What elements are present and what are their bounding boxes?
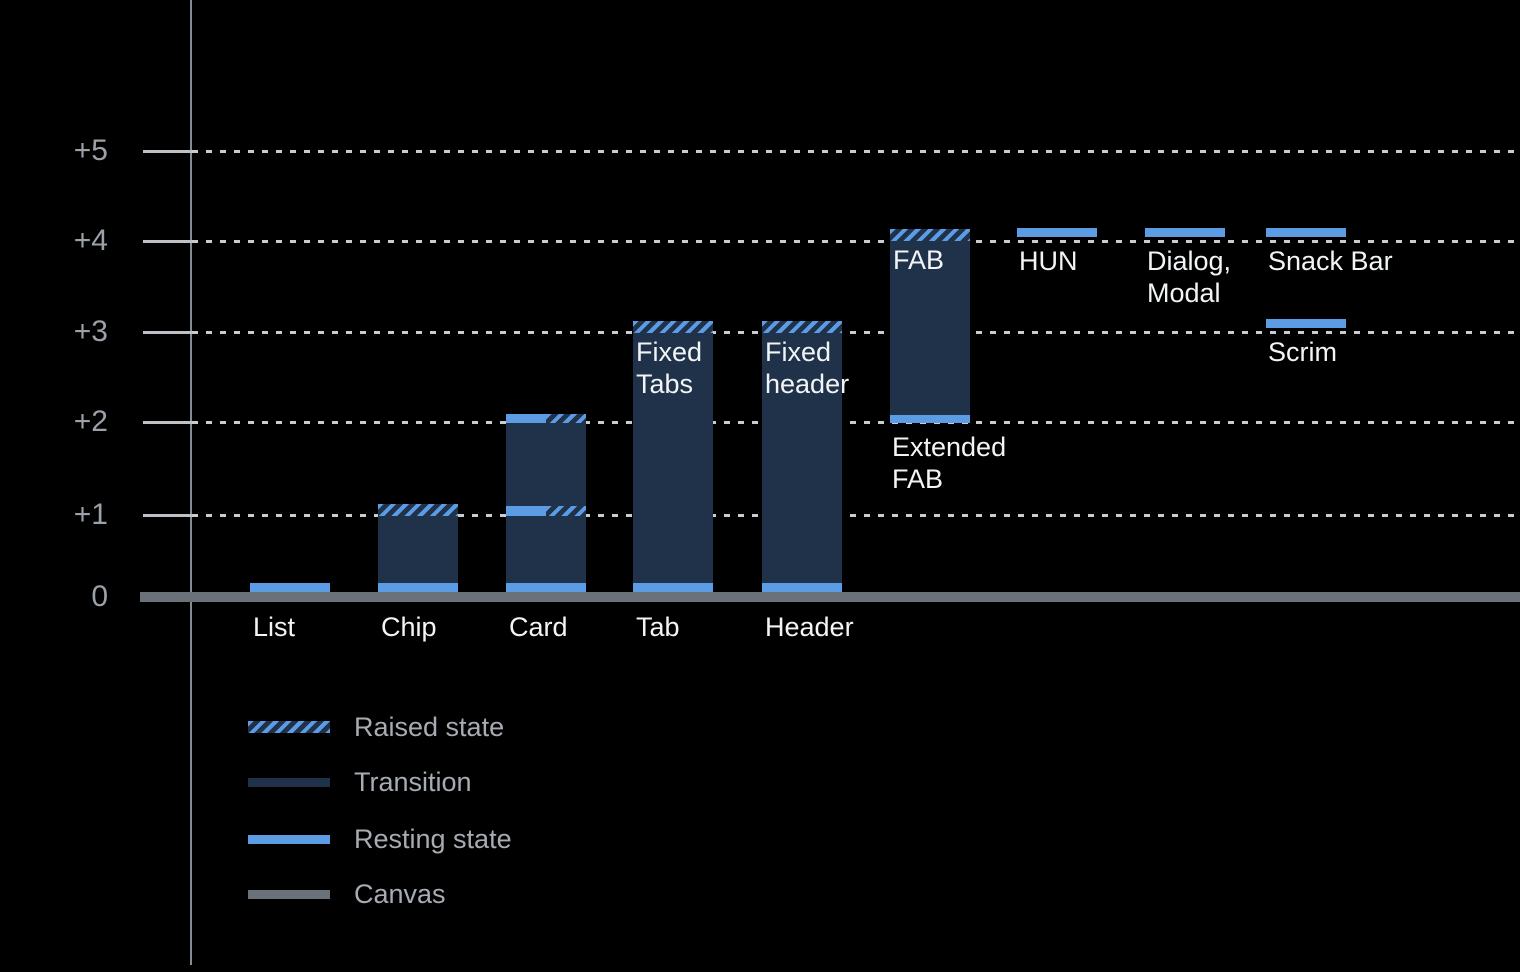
legend-swatch-raised [248, 721, 330, 733]
under-label-hun: HUN [1019, 245, 1078, 276]
tick-plus5 [143, 150, 192, 153]
legend-swatch-transition [248, 777, 330, 787]
under-label-dialog-modal: Dialog, Modal [1147, 245, 1232, 308]
under-label-scrim: Scrim [1268, 337, 1337, 368]
y-tick-label-0: 0 [91, 580, 108, 613]
legend-label-canvas: Canvas [354, 879, 446, 909]
bar-segment-transition-header [762, 332, 842, 583]
bar-label-chip: Chip [381, 612, 437, 642]
y-tick-label-+2: +2 [73, 405, 108, 438]
legend-label-transition: Transition [354, 767, 472, 797]
under-label-fab: Extended FAB [892, 431, 1007, 494]
legend-label-raised: Raised state [354, 712, 505, 742]
bar-segment-raised-fab [890, 229, 970, 241]
gridline-plus4 [192, 240, 1520, 243]
legend-swatch-canvas [248, 889, 330, 899]
bar-segment-resting-card [506, 582, 586, 592]
y-tick-label-+5: +5 [73, 134, 108, 167]
bar-segment-transition-chip [378, 515, 458, 583]
legend-swatch-resting [248, 834, 330, 844]
bar-segment-transition-card [506, 515, 586, 583]
tick-plus4 [143, 240, 192, 243]
legend-row-transition: Transition [248, 767, 472, 797]
y-axis-line [190, 0, 192, 965]
y-tick-label-+3: +3 [73, 315, 108, 348]
legend-label-resting: Resting state [354, 824, 512, 854]
gridline-plus5 [192, 150, 1520, 153]
bar-segment-transition-tab [633, 332, 713, 583]
inside-label-fab: FAB [893, 245, 945, 276]
gridline-plus2 [192, 421, 1520, 424]
bar-segment-resting-card [506, 413, 546, 423]
bar-segment-raised-header [762, 321, 842, 333]
inside-label-tab: Fixed Tabs [636, 337, 703, 400]
bar-segment-resting-tab [633, 582, 713, 592]
bar-segment-resting-snack-bar [1266, 227, 1346, 237]
bar-segment-resting-chip [378, 582, 458, 592]
inside-label-header: Fixed header [765, 337, 850, 400]
bar-label-header: Header [765, 612, 854, 642]
legend-row-resting: Resting state [248, 824, 512, 854]
bar-segment-transition-fab [890, 241, 970, 415]
bar-label-list: List [253, 612, 296, 642]
gridline-plus3 [192, 331, 1520, 334]
bar-segment-resting-card [506, 505, 546, 516]
tick-plus3 [143, 331, 192, 334]
tick-plus2 [143, 421, 192, 424]
gridline-plus1 [192, 514, 1520, 517]
tick-plus1 [143, 514, 192, 517]
bar-segment-resting-list [250, 582, 330, 592]
bar-segment-raised-card [546, 505, 586, 516]
y-tick-label-+1: +1 [73, 498, 108, 531]
bar-label-card: Card [509, 612, 568, 642]
bar-segment-resting-dialog-modal [1145, 227, 1225, 237]
bar-segment-resting-hun [1017, 227, 1097, 237]
y-tick-label-+4: +4 [73, 224, 108, 257]
bar-segment-raised-chip [378, 503, 458, 516]
bar-segment-resting-header [762, 582, 842, 592]
bar-segment-transition-card [506, 422, 586, 506]
legend-row-canvas: Canvas [248, 879, 446, 909]
under-label-snack-bar: Snack Bar [1268, 245, 1393, 276]
legend-row-raised: Raised state [248, 712, 504, 742]
bar-segment-resting-scrim [1266, 319, 1346, 329]
bar-segment-raised-tab [633, 321, 713, 333]
bar-label-tab: Tab [636, 612, 680, 642]
bar-segment-raised-card [546, 413, 586, 423]
bar-segment-resting-fab [890, 414, 970, 423]
canvas-baseline [140, 592, 1520, 602]
